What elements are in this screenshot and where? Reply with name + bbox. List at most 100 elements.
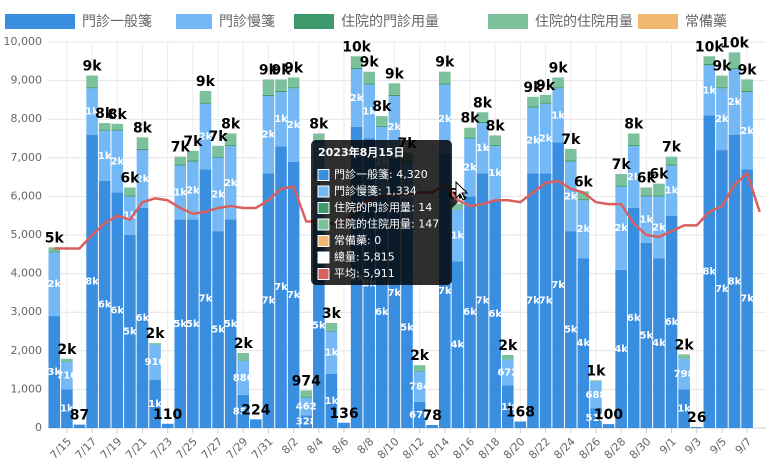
bar-segment <box>716 88 728 151</box>
bar-segment <box>262 94 275 97</box>
tooltip-swatch <box>317 202 330 214</box>
segment-label: 5k <box>400 323 414 334</box>
y-tick-label: 3,000 <box>11 305 43 318</box>
x-tick-label: 9/3 <box>682 435 704 457</box>
x-tick-label: 7/15 <box>47 435 74 462</box>
total-label: 9k <box>385 66 405 82</box>
total-label: 9k <box>523 80 543 96</box>
x-tick-label: 8/2 <box>279 435 301 457</box>
segment-label: 710 <box>56 371 77 382</box>
segment-label: 7k <box>539 296 553 307</box>
bar-segment <box>376 125 388 127</box>
bar-segment <box>451 261 464 428</box>
segment-label: 1k <box>60 404 74 415</box>
total-label: 6k <box>637 171 657 187</box>
total-label: 10k <box>720 35 749 51</box>
bar-segment <box>237 353 250 361</box>
total-label: 8k <box>133 120 153 136</box>
tooltip-value: 0 <box>374 234 381 247</box>
bar-segment <box>741 169 753 428</box>
segment-label: 1k <box>703 85 717 96</box>
total-label: 9k <box>712 59 732 75</box>
bar-segment <box>690 426 703 428</box>
total-label: 8k <box>624 116 644 132</box>
bar-segment <box>111 129 124 131</box>
bar-segment <box>376 196 388 428</box>
bar-segment <box>501 385 514 428</box>
segment-label: 2k <box>438 114 452 125</box>
bar-segment <box>187 150 199 161</box>
y-tick-label: 6,000 <box>11 189 43 202</box>
bar-segment <box>61 389 73 428</box>
segment-label: 2k <box>350 93 364 104</box>
bar-segment <box>590 408 602 428</box>
bar-segment <box>199 169 212 428</box>
bar-segment <box>451 203 464 210</box>
segment-label: 4k <box>652 338 666 349</box>
bar-segment <box>527 107 539 174</box>
y-tick-label: 2,000 <box>11 344 43 357</box>
bar-segment <box>136 150 149 208</box>
bar-segment <box>665 156 678 165</box>
segment-label: 2k <box>211 189 225 200</box>
bar-segment <box>438 83 451 85</box>
total-label: 78 <box>422 408 441 424</box>
bar-segment <box>350 67 363 70</box>
segment-label: 5k <box>123 327 137 338</box>
total-label: 6k <box>574 174 594 190</box>
y-tick-label: 7,000 <box>11 151 43 164</box>
total-label: 6k <box>120 171 140 187</box>
bar-segment <box>413 371 426 402</box>
bar-segment <box>413 370 426 372</box>
bar-segment <box>86 87 98 89</box>
segment-label: 1k <box>148 399 162 410</box>
bar-segment <box>111 123 124 130</box>
bar-segment <box>438 153 451 428</box>
tooltip-item: 總量: 5,815 <box>334 250 395 264</box>
bar-segment <box>464 196 476 428</box>
x-tick-label: 7/27 <box>199 435 226 462</box>
bar-segment <box>325 330 338 332</box>
bar-segment <box>199 102 212 104</box>
bar-segment <box>539 103 552 174</box>
segment-label: 1k <box>451 231 465 242</box>
x-tick-label: 8/22 <box>526 435 553 462</box>
bar-segment <box>124 235 136 428</box>
bar-segment <box>287 77 300 88</box>
bar-segment <box>464 138 476 197</box>
tooltip-item: 平均: 5,911 <box>334 267 395 280</box>
x-tick-label: 9/7 <box>733 435 755 457</box>
x-tick-label: 9/5 <box>707 435 729 457</box>
bar-segment <box>640 195 653 197</box>
total-label: 9k <box>259 62 279 78</box>
x-tick-label: 7/29 <box>224 435 251 462</box>
bar-segment <box>728 69 741 135</box>
bar-segment <box>275 91 287 93</box>
segment-label: 798 <box>674 369 695 380</box>
bar-segment <box>552 88 564 143</box>
bar-segment <box>287 87 300 89</box>
segment-label: 328 <box>296 417 317 428</box>
legend-label: 門診慢箋 <box>219 13 275 30</box>
x-tick-label: 7/25 <box>173 435 200 462</box>
segment-label: 7k <box>715 284 729 295</box>
segment-label: 2k <box>199 132 213 143</box>
bar-segment <box>250 419 262 428</box>
segment-label: 2k <box>224 178 238 189</box>
bar-segment <box>174 219 187 428</box>
cursor <box>455 180 469 201</box>
segment-label: 7k <box>438 286 452 297</box>
segment-label: 5k <box>224 319 238 330</box>
total-label: 2k <box>675 337 695 353</box>
bar-segment <box>388 96 401 158</box>
bar-segment <box>287 88 300 162</box>
bar-segment <box>615 185 627 187</box>
bar-segment <box>552 77 564 88</box>
bar-segment <box>187 161 199 220</box>
bar-segment <box>98 180 111 428</box>
bar-segment <box>615 269 627 428</box>
legend-label: 住院的門診用量 <box>341 14 439 30</box>
bar-segment <box>564 161 577 232</box>
